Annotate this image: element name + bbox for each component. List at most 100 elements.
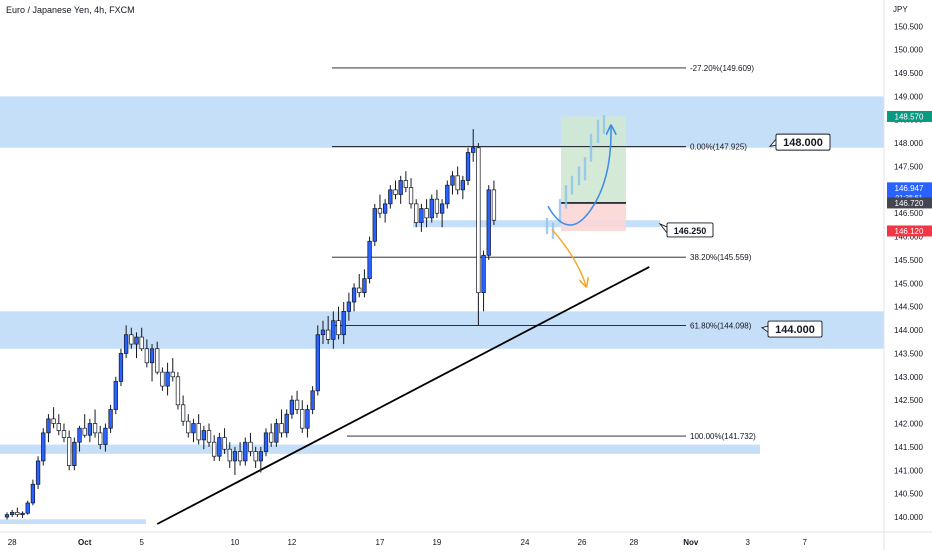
candle-body bbox=[20, 512, 25, 516]
price-tick-label: 150.500 bbox=[894, 22, 923, 31]
candle-body bbox=[315, 334, 320, 392]
time-tick-label: 26 bbox=[578, 538, 587, 547]
candle-body bbox=[25, 502, 30, 514]
candle-body bbox=[258, 451, 263, 462]
candle-body bbox=[61, 430, 67, 438]
candle-body bbox=[403, 180, 409, 188]
candle-body bbox=[170, 371, 175, 378]
candle-body bbox=[160, 371, 165, 387]
candle-body bbox=[320, 329, 326, 336]
candle-body bbox=[346, 301, 352, 312]
bearish-arrow bbox=[551, 229, 586, 286]
candle-body bbox=[336, 320, 341, 336]
price-tick-label: 147.500 bbox=[894, 162, 923, 171]
candle-body bbox=[294, 399, 300, 410]
candle-body bbox=[155, 348, 160, 373]
candle-body bbox=[217, 437, 222, 457]
time-tick-label: 24 bbox=[521, 538, 530, 547]
candle-body bbox=[35, 460, 41, 485]
price-tick-label: 140.000 bbox=[894, 513, 923, 522]
candle-body bbox=[222, 437, 227, 450]
price-tick-label: 150.000 bbox=[894, 46, 923, 55]
price-tick-label: 149.000 bbox=[894, 92, 923, 101]
candle-body bbox=[253, 451, 258, 462]
price-label-text: 146.120 bbox=[895, 227, 924, 236]
candle-body bbox=[331, 320, 336, 340]
candle-body bbox=[372, 208, 377, 242]
price-label-text: 146.720 bbox=[895, 199, 924, 208]
bullish-arrow bbox=[547, 127, 611, 226]
fib-level-label: 0.00%(147.925) bbox=[690, 143, 747, 152]
candle-body bbox=[51, 418, 56, 424]
candle-body bbox=[471, 147, 476, 153]
candle-body bbox=[134, 336, 139, 345]
price-label-box bbox=[887, 225, 932, 237]
candle-body bbox=[357, 287, 362, 294]
candle-body bbox=[72, 441, 77, 466]
candle-body bbox=[123, 334, 129, 354]
candle-body bbox=[92, 423, 98, 434]
candle-body bbox=[191, 423, 196, 434]
candle-body bbox=[450, 175, 455, 186]
trendline bbox=[156, 266, 650, 525]
price-tick-label: 141.500 bbox=[894, 443, 923, 452]
price-axis-bg bbox=[884, 0, 932, 550]
candle-body bbox=[388, 189, 393, 205]
candle-body bbox=[491, 189, 497, 221]
candle-body bbox=[129, 334, 134, 345]
time-tick-label: Oct bbox=[78, 538, 92, 547]
callout-pointer bbox=[768, 138, 777, 148]
time-tick-label: 7 bbox=[802, 538, 807, 547]
callout-label: 146.250 bbox=[674, 226, 707, 236]
candle-body bbox=[149, 348, 155, 364]
candle-body bbox=[77, 427, 82, 443]
candle-body bbox=[15, 511, 20, 516]
candle-body bbox=[139, 336, 144, 350]
candle-body bbox=[367, 240, 372, 279]
time-tick-label: 3 bbox=[746, 538, 751, 547]
candle-body bbox=[56, 423, 61, 431]
candle-body bbox=[46, 418, 51, 434]
candle-body bbox=[232, 451, 238, 462]
callout-box bbox=[666, 222, 714, 238]
price-tick-label: 144.000 bbox=[894, 326, 923, 335]
candle-body bbox=[30, 483, 36, 504]
chart-title: Euro / Japanese Yen, 4h, FXCM bbox=[6, 5, 135, 15]
candle-body bbox=[108, 409, 113, 429]
candle-body bbox=[269, 432, 274, 443]
candle-body bbox=[408, 187, 414, 205]
candle-body bbox=[41, 432, 46, 462]
candle-body bbox=[289, 399, 295, 415]
candle-body bbox=[201, 430, 206, 441]
price-tick-label: 144.500 bbox=[894, 303, 923, 312]
candle-body bbox=[98, 432, 103, 445]
candle-body bbox=[212, 441, 217, 457]
candle-body bbox=[434, 198, 440, 214]
time-tick-label: 28 bbox=[8, 538, 17, 547]
candle-body bbox=[87, 423, 93, 436]
price-label-box bbox=[887, 197, 932, 209]
candle-body bbox=[445, 184, 450, 205]
price-tick-label: 140.500 bbox=[894, 490, 923, 499]
price-tick-label: 145.500 bbox=[894, 256, 923, 265]
candle-body bbox=[305, 409, 310, 429]
candle-body bbox=[279, 423, 284, 434]
candle-body bbox=[82, 427, 87, 436]
time-tick-label: 28 bbox=[629, 538, 638, 547]
candle-body bbox=[263, 432, 269, 452]
zone-band bbox=[0, 96, 884, 148]
candle-body bbox=[206, 430, 212, 443]
candle-body bbox=[300, 409, 305, 429]
callout-label: 144.000 bbox=[775, 324, 815, 336]
candle-body bbox=[382, 203, 388, 214]
candle-body bbox=[144, 348, 150, 364]
target-box bbox=[561, 116, 626, 203]
price-tick-label: 149.500 bbox=[894, 69, 923, 78]
candle-body bbox=[465, 152, 471, 181]
axis-currency-label: JPY bbox=[893, 5, 908, 14]
candle-body bbox=[424, 208, 429, 219]
price-tick-label: 145.000 bbox=[894, 279, 923, 288]
candle-body bbox=[476, 147, 481, 294]
